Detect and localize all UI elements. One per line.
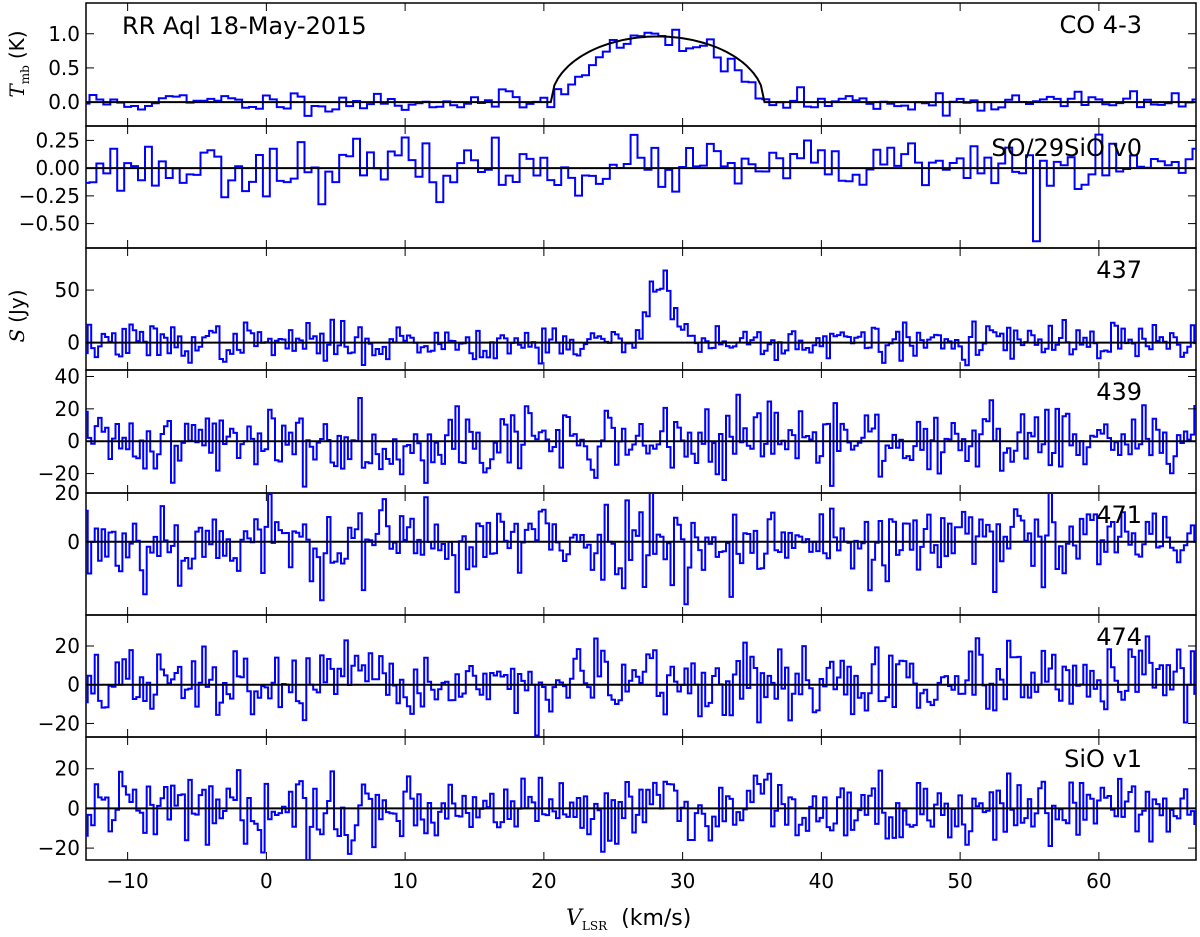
axes-group	[85, 2, 1197, 861]
ytick-label: 20	[55, 397, 80, 421]
ytick-label: 20	[55, 634, 80, 658]
panel-label-6: 474	[1096, 623, 1142, 651]
y-axis-label-tmb: Tmb (K)	[5, 30, 32, 97]
y-axis-unit: (K)	[5, 30, 29, 59]
ytick-label: −20	[38, 462, 80, 486]
spectrum-line-1	[86, 28, 1196, 117]
panel-label-4: 439	[1096, 378, 1142, 406]
ytick-label: 0	[67, 673, 80, 697]
xtick-label: 0	[260, 869, 273, 893]
xtick-label: 60	[1086, 869, 1111, 893]
x-axis-unit: (km/s)	[621, 906, 691, 931]
panel-6: −20 0 20 474	[38, 615, 1196, 737]
ytick-label: −20	[38, 711, 80, 735]
chart-title: RR Aql 18-May-2015	[122, 12, 367, 40]
xtick-label: −10	[107, 869, 149, 893]
ytick-label: 40	[55, 364, 80, 388]
y-axis-label-s: S (Jy)	[5, 289, 29, 342]
spectrum-line-6	[86, 635, 1196, 737]
ytick-label: 0	[67, 429, 80, 453]
panel-4: −20 0 20 40 439	[38, 364, 1196, 493]
x-axis-subscript: LSR	[582, 919, 608, 933]
panel-1: 0.0 0.5 1.0 CO 4-3	[48, 3, 1196, 126]
model-fit-line	[86, 35, 1196, 104]
ytick-label: 0	[67, 331, 80, 355]
spectrum-line-7	[86, 769, 1196, 860]
panel-frame-3	[85, 247, 1197, 371]
spectrum-line-3	[86, 269, 1196, 367]
ytick-label: −0.25	[19, 184, 80, 208]
panel-frame-4	[85, 369, 1197, 494]
panel-label-5: 471	[1096, 501, 1142, 529]
ytick-label: 0	[67, 530, 80, 554]
spectrum-line-4	[86, 393, 1196, 488]
ytick-label: −20	[38, 836, 80, 860]
y-axis-symbol: T	[5, 83, 29, 98]
xtick-label: 20	[531, 869, 556, 893]
x-axis-label: VLSR (km/s)	[566, 906, 691, 933]
spectrum-line-5	[86, 493, 1196, 606]
xtick-label: 30	[670, 869, 695, 893]
ytick-label: 0.5	[48, 56, 80, 80]
ytick-label: 0.0	[48, 90, 80, 114]
xtick-label: 40	[809, 869, 834, 893]
ytick-label: 0.25	[35, 128, 80, 152]
spectrum-line-2	[86, 133, 1196, 243]
panel-7: −20 0 20 SiO v1	[38, 737, 1196, 860]
y-axis-symbol: S	[5, 329, 29, 343]
panel-2: −0.50 −0.25 0.00 0.25 SO/29SiO v0	[19, 126, 1196, 248]
panel-label-7: SiO v1	[1064, 745, 1142, 773]
ytick-label: 0.00	[35, 156, 80, 180]
ytick-label: −0.50	[19, 212, 80, 236]
panel-frame-7	[85, 736, 1197, 861]
y-axis-unit: (Jy)	[5, 289, 29, 322]
ytick-label: 20	[55, 757, 80, 781]
panel-label-1: CO 4-3	[1060, 11, 1142, 39]
x-axis-symbol: V	[566, 906, 584, 931]
ytick-label: 20	[55, 481, 80, 505]
panel-label-2: SO/29SiO v0	[991, 134, 1142, 162]
ytick-label: 0	[67, 796, 80, 820]
xtick-label: 50	[947, 869, 972, 893]
panel-3: 0 50 437	[55, 248, 1196, 370]
panel-5: 0 20 471	[55, 481, 1196, 615]
xtick-label: 10	[392, 869, 417, 893]
panel-label-3: 437	[1096, 256, 1142, 284]
panel-frame-6	[85, 614, 1197, 738]
ytick-label: 50	[55, 278, 80, 302]
ytick-label: 1.0	[48, 22, 80, 46]
y-axis-subscript: mb	[18, 65, 32, 84]
